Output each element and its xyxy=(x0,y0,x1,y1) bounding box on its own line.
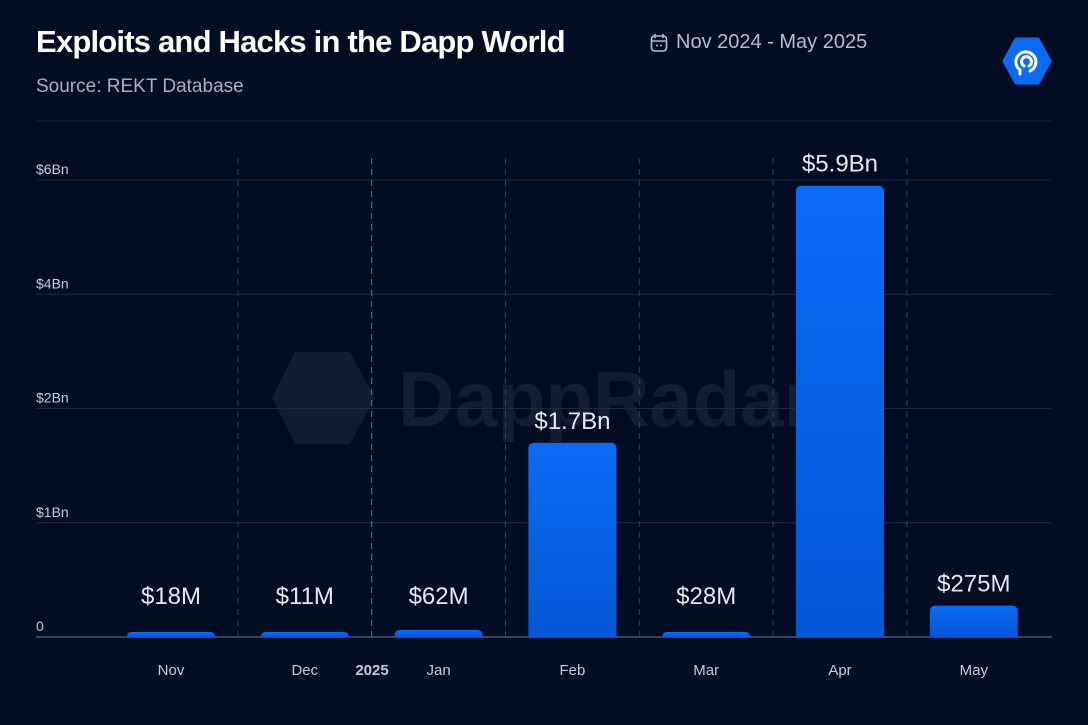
x-tick-label: Nov xyxy=(158,662,185,679)
bar-feb[interactable] xyxy=(528,442,617,637)
bar-jan[interactable] xyxy=(394,629,483,637)
y-tick-label: 0 xyxy=(36,618,44,634)
data-label: $275M xyxy=(937,571,1010,598)
y-tick-label: $4Bn xyxy=(36,275,69,291)
bar-mar[interactable] xyxy=(662,632,751,637)
data-label: $18M xyxy=(141,583,201,610)
chart-title: Exploits and Hacks in the Dapp World xyxy=(36,24,566,59)
x-tick-label: Dec xyxy=(291,662,318,679)
y-tick-label: $6Bn xyxy=(36,161,69,177)
y-tick-label: $2Bn xyxy=(36,390,69,406)
date-range: Nov 2024 - May 2025 xyxy=(650,31,867,54)
date-range-text: Nov 2024 - May 2025 xyxy=(676,31,868,53)
chart-source: Source: REKT Database xyxy=(36,76,244,97)
bar-apr[interactable] xyxy=(796,185,884,637)
y-tick-label: $1Bn xyxy=(36,504,69,520)
data-label: $5.9Bn xyxy=(802,151,878,178)
x-tick-label: Apr xyxy=(828,662,851,679)
calendar-icon xyxy=(650,33,668,52)
bar-dec[interactable] xyxy=(260,632,349,637)
data-label: $1.7Bn xyxy=(534,408,610,435)
dappradar-logo-icon xyxy=(1002,37,1052,85)
x-tick-label: Mar xyxy=(693,662,719,679)
year-marker: 2025 xyxy=(355,662,388,679)
bar-nov[interactable] xyxy=(127,632,215,637)
data-label: $28M xyxy=(676,583,736,610)
x-tick-label: Jan xyxy=(427,662,451,679)
watermark: DappRadar xyxy=(272,352,814,444)
data-label: $62M xyxy=(409,583,469,610)
svg-text:DappRadar: DappRadar xyxy=(398,355,814,443)
x-tick-label: Feb xyxy=(559,662,585,679)
x-tick-label: May xyxy=(960,662,989,679)
data-label: $11M xyxy=(276,583,334,610)
bar-may[interactable] xyxy=(929,605,1018,637)
